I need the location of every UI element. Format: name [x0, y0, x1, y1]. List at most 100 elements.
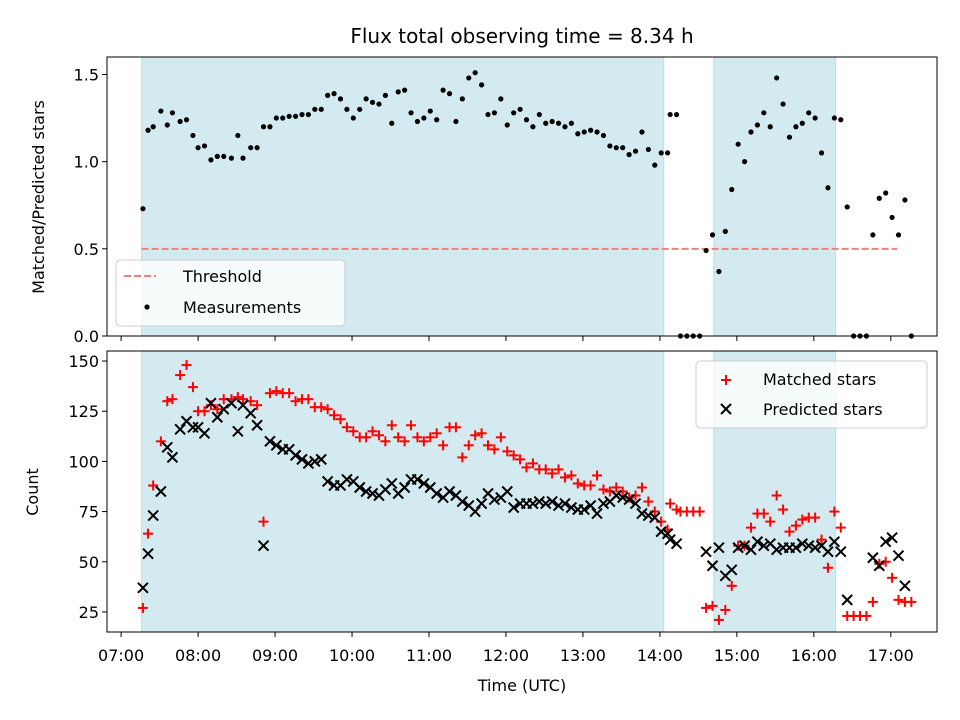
measurement-point: [620, 145, 626, 151]
matched-star-point: [566, 470, 577, 481]
measurement-point: [844, 204, 850, 210]
measurement-point: [895, 232, 902, 238]
measurement-point: [774, 75, 780, 81]
predicted-star-point: [623, 493, 635, 506]
measurement-point: [145, 127, 151, 133]
measurement-point: [812, 115, 818, 121]
measurement-point: [594, 129, 600, 135]
matched-star-point: [348, 426, 359, 437]
matched-stars-points: [137, 360, 917, 625]
measurement-point: [267, 124, 273, 130]
measurement-point: [357, 106, 363, 112]
measurement-point: [414, 118, 421, 125]
predicted-star-point: [745, 544, 757, 556]
predicted-star-point: [218, 403, 230, 415]
measurement-point: [286, 113, 292, 119]
y-tick-label: 0.0: [74, 327, 99, 346]
predicted-star-point: [790, 541, 802, 554]
measurement-point: [221, 153, 227, 159]
chart-title: Flux total observing time = 8.34 h: [350, 24, 693, 48]
matched-star-point: [745, 522, 756, 533]
predicted-star-point: [552, 499, 565, 512]
matched-star-point: [412, 432, 423, 443]
measurement-point: [389, 120, 395, 126]
predicted-star-point: [892, 550, 905, 562]
matched-star-point: [175, 370, 186, 381]
measurement-point: [158, 108, 164, 114]
predicted-star-point: [309, 455, 321, 468]
measurement-point: [260, 124, 267, 130]
predicted-star-point: [225, 397, 238, 409]
matched-star-point: [187, 382, 198, 393]
matched-star-point: [784, 526, 795, 537]
predicted-star-point: [354, 481, 366, 494]
predicted-star-point: [360, 485, 372, 498]
predicted-star-point: [726, 564, 738, 576]
matched-star-point: [495, 432, 506, 443]
matched-star-point: [399, 436, 410, 447]
measurement-point: [434, 117, 440, 123]
measurement-point: [325, 92, 331, 98]
predicted-star-point: [591, 507, 603, 520]
measurement-point: [722, 228, 728, 234]
y-tick-label: 1.5: [74, 65, 99, 84]
y-tick-label: 50: [79, 553, 99, 572]
predicted-star-point: [706, 560, 719, 572]
predicted-star-point: [584, 499, 597, 512]
y-tick-label: 25: [79, 603, 99, 622]
predicted-star-point: [809, 541, 821, 554]
matched-star-point: [489, 444, 500, 455]
measurement-point: [408, 110, 414, 116]
measurement-point: [883, 190, 889, 196]
predicted-star-point: [527, 497, 539, 510]
predicted-star-point: [751, 535, 764, 548]
measurement-point: [652, 162, 658, 168]
measurement-point: [344, 106, 350, 112]
matched-star-point: [867, 596, 878, 607]
measurement-point: [568, 120, 574, 126]
matched-star-point: [707, 600, 718, 611]
measurement-point: [667, 111, 673, 118]
ratio-plot-frame: [106, 56, 938, 337]
matched-star-point: [181, 360, 192, 371]
matched-star-point: [572, 478, 583, 489]
predicted-star-point: [616, 491, 629, 504]
measurement-point: [543, 120, 549, 126]
measurement-point: [613, 145, 619, 151]
matched-star-point: [835, 522, 846, 533]
predicted-star-point: [655, 525, 667, 538]
predicted-star-point: [713, 541, 725, 554]
measurement-point: [588, 127, 594, 133]
predicted-star-point: [565, 501, 578, 514]
predicted-star-point: [867, 552, 879, 564]
measurement-point: [363, 96, 369, 102]
x-tick-label: 14:00: [637, 646, 683, 665]
matched-star-point: [450, 422, 461, 433]
measurement-point: [190, 132, 196, 139]
measurement-point: [299, 111, 305, 118]
matched-star-point: [816, 534, 827, 545]
measurement-point: [208, 157, 214, 163]
measurement-point: [600, 132, 607, 139]
predicted-star-point: [475, 497, 488, 510]
predicted-star-point: [411, 473, 424, 486]
measurement-point: [369, 99, 376, 105]
measurement-point: [472, 70, 478, 76]
measurement-point: [639, 129, 645, 135]
matched-star-point: [585, 480, 596, 491]
predicted-star-point: [289, 449, 302, 462]
predicted-star-point: [879, 535, 892, 548]
predicted-star-point: [418, 477, 430, 490]
counts-legend: Matched stars Predicted stars: [695, 360, 928, 429]
measurement-point: [754, 122, 761, 128]
matched-star-point: [559, 472, 570, 483]
matched-star-point: [893, 594, 904, 605]
measurement-point: [673, 111, 680, 118]
matched-star-point: [373, 430, 384, 441]
predicted-star-point: [559, 497, 571, 510]
measurement-point: [254, 145, 260, 151]
matched-star-point: [252, 400, 263, 411]
predicted-star-point: [886, 531, 898, 544]
counts-y-axis: 25 50 75 100 125 150: [68, 352, 107, 622]
predicted-star-point: [443, 485, 456, 498]
